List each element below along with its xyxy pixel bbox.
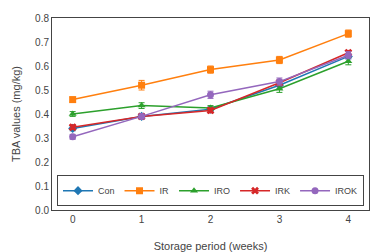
svg-text:0.4: 0.4 (35, 109, 49, 120)
svg-text:0.3: 0.3 (35, 133, 49, 144)
svg-text:0.1: 0.1 (35, 181, 49, 192)
svg-text:2: 2 (208, 214, 214, 225)
svg-text:3: 3 (277, 214, 283, 225)
svg-text:IROK: IROK (335, 186, 357, 196)
svg-text:0.2: 0.2 (35, 157, 49, 168)
svg-text:1: 1 (139, 214, 145, 225)
svg-text:IRO: IRO (214, 186, 230, 196)
svg-text:0.5: 0.5 (35, 85, 49, 96)
svg-text:Storage period (weeks): Storage period (weeks) (154, 240, 268, 252)
svg-text:0.7: 0.7 (35, 37, 49, 48)
svg-text:4: 4 (346, 214, 352, 225)
svg-text:0.6: 0.6 (35, 61, 49, 72)
svg-text:Con: Con (98, 186, 115, 196)
svg-text:IR: IR (160, 186, 170, 196)
svg-text:0: 0 (70, 214, 76, 225)
svg-text:0.8: 0.8 (35, 13, 49, 24)
svg-text:IRK: IRK (275, 186, 290, 196)
svg-text:0.0: 0.0 (35, 205, 49, 216)
svg-text:TBA values (mg/kg): TBA values (mg/kg) (10, 66, 22, 162)
